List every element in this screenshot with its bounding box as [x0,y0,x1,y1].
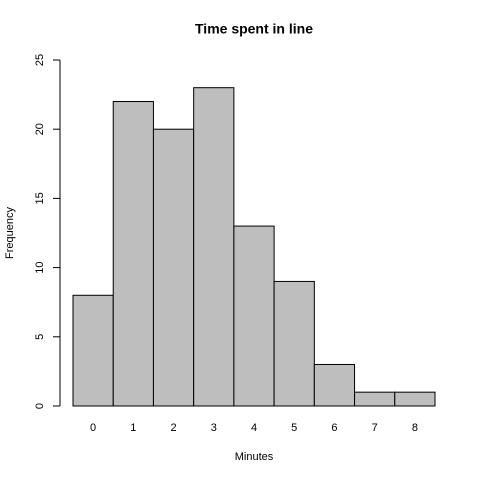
x-tick-label: 6 [331,422,337,434]
y-tick-label: 0 [34,403,46,409]
bar [72,294,114,407]
y-tick-label: 25 [34,54,46,66]
x-tick-label: 3 [211,422,217,434]
y-tick-label: 20 [34,123,46,135]
x-tick-label: 0 [90,422,96,434]
bar [313,363,356,407]
bar [112,101,154,407]
x-tick-label: 4 [251,422,257,434]
y-axis-label: Frequency [4,207,16,259]
bar [273,280,315,407]
y-tick-label: 10 [34,261,46,273]
chart-title: Time spent in line [195,21,313,37]
bar [152,128,195,407]
y-tick-label: 5 [34,334,46,340]
bar [193,87,235,407]
x-tick-label: 2 [170,422,176,434]
x-axis-label: Minutes [235,451,274,463]
x-tick-label: 8 [412,422,418,434]
y-tick-label: 15 [34,192,46,204]
x-tick-label: 1 [130,422,136,434]
x-tick-label: 7 [372,422,378,434]
x-tick-label: 5 [291,422,297,434]
bar [354,391,396,407]
bar [394,391,436,407]
bar [233,225,275,407]
